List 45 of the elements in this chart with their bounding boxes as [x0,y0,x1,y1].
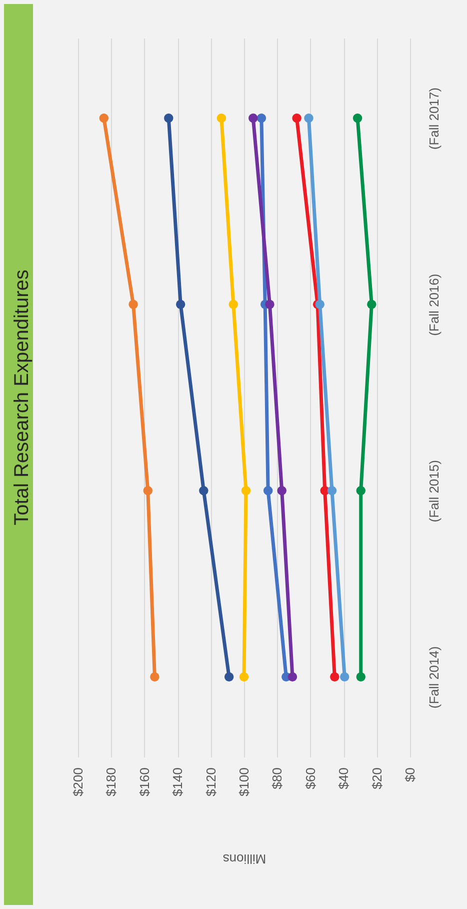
y-tick-label: (Fall 2015) [426,460,442,522]
x-tick-label: $140 [170,768,186,796]
point [199,486,208,496]
x-tick-label: $20 [369,768,384,790]
point [216,113,226,123]
point [150,672,160,682]
point [327,486,337,496]
y-tick-label: (Fall 2017) [426,88,442,150]
text: Total Research Expenditures [11,270,33,526]
point [304,113,314,123]
point [340,672,350,682]
x-tick-label: $200 [70,768,86,796]
point [288,672,298,682]
x-tick-label: $60 [302,768,318,790]
x-tick-label: $80 [270,768,285,790]
x-tick-label: $40 [336,768,352,790]
y-tick-label: (Fall 2014) [426,646,442,708]
point [128,300,138,309]
x-tick-label: $180 [104,768,119,796]
point [228,300,238,309]
x-tick-label: $160 [136,768,152,796]
point [265,300,274,309]
point [99,113,109,123]
point [277,486,286,496]
point [292,113,302,123]
point [315,300,324,309]
point [367,300,376,309]
x-tick-label: $120 [203,768,218,796]
point [356,672,366,682]
point [330,672,340,682]
y-tick-label: (Fall 2016) [426,274,442,336]
point [224,672,234,682]
point [239,672,249,682]
point [176,300,186,309]
x-tick-label: $0 [402,768,418,782]
x-axis-title: Millions [222,851,266,866]
point [248,113,258,123]
point [143,486,152,496]
point [164,113,174,123]
point [263,486,273,496]
point [352,113,362,123]
x-tick-label: $100 [236,768,252,796]
point [241,486,251,496]
point [356,486,366,496]
point [256,113,266,123]
